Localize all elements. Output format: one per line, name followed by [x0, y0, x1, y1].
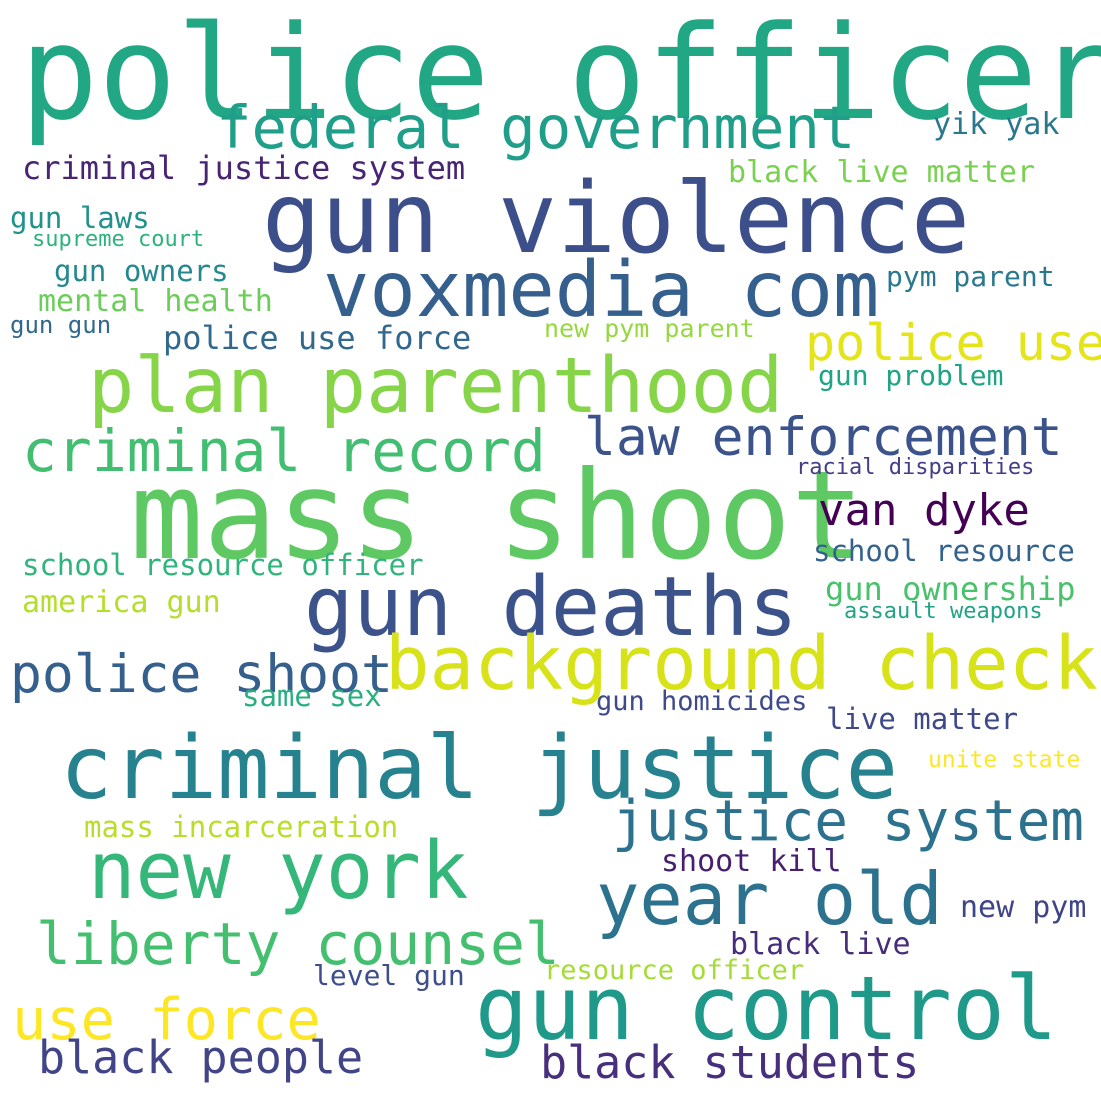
- word-gun-gun: gun gun: [10, 311, 112, 339]
- word-gun-ownership: gun ownership: [825, 570, 1076, 608]
- word-pym-parent: pym parent: [886, 260, 1055, 293]
- word-yik-yak: yik yak: [933, 107, 1060, 142]
- word-new-pym: new pym: [960, 890, 1087, 925]
- word-police-shoot: police shoot: [10, 644, 393, 705]
- word-van-dyke: van dyke: [818, 485, 1030, 536]
- word-live-matter: live matter: [826, 702, 1019, 736]
- word-mental-health: mental health: [38, 284, 273, 319]
- word-shoot-kill: shoot kill: [661, 844, 842, 879]
- word-school-resource: school resource: [813, 534, 1075, 568]
- word-police-use: police use: [805, 314, 1101, 372]
- word-gun-violence: gun violence: [262, 162, 971, 276]
- word-plan-parenthood: plan parenthood: [88, 342, 784, 431]
- word-black-live-matter: black live matter: [728, 155, 1036, 190]
- word-gun-laws: gun laws: [10, 201, 150, 235]
- word-black-people: black people: [38, 1031, 364, 1084]
- word-black-students: black students: [540, 1036, 920, 1089]
- word-federal-government: federal government: [216, 93, 856, 162]
- word-mass-incarceration: mass incarceration: [84, 810, 399, 844]
- word-black-live: black live: [730, 927, 911, 962]
- word-gun-problem: gun problem: [818, 359, 1004, 392]
- word-use-force: use force: [12, 987, 321, 1053]
- word-unite-state: unite state: [928, 747, 1081, 773]
- word-gun-control: gun control: [475, 957, 1058, 1060]
- word-criminal-justice: criminal justice: [60, 717, 899, 819]
- word-liberty-counsel: liberty counsel: [36, 910, 560, 978]
- word-police-use-force: police use force: [163, 319, 472, 357]
- word-resource-officer: resource officer: [544, 955, 805, 986]
- word-year-old: year old: [596, 857, 943, 941]
- word-new-pym-parent: new pym parent: [544, 314, 755, 343]
- word-gun-owners: gun owners: [54, 254, 229, 288]
- word-assault-weapons: assault weapons: [844, 599, 1043, 624]
- word-level-gun: level gun: [313, 959, 465, 992]
- word-school-resource-officer: school resource officer: [22, 548, 424, 582]
- word-america-gun: america gun: [22, 585, 221, 620]
- word-new-york: new york: [88, 825, 469, 917]
- word-background-check: background check: [385, 621, 1098, 707]
- word-gun-homicides: gun homicides: [596, 686, 808, 717]
- word-criminal-justice-system: criminal justice system: [22, 149, 466, 187]
- word-same-sex: same sex: [242, 679, 382, 713]
- word-criminal-record: criminal record: [22, 417, 546, 485]
- word-voxmedia-com: voxmedia com: [323, 246, 880, 335]
- word-justice-system: justice system: [612, 789, 1085, 854]
- word-law-enforcement: law enforcement: [584, 407, 1063, 468]
- word-racial-disparities: racial disparities: [796, 455, 1035, 480]
- word-supreme-court: supreme court: [32, 227, 205, 252]
- word-gun-deaths: gun deaths: [304, 560, 798, 655]
- word-mass-shoot: mass shoot: [130, 445, 865, 587]
- word-police-officer: police officer: [20, 0, 1101, 149]
